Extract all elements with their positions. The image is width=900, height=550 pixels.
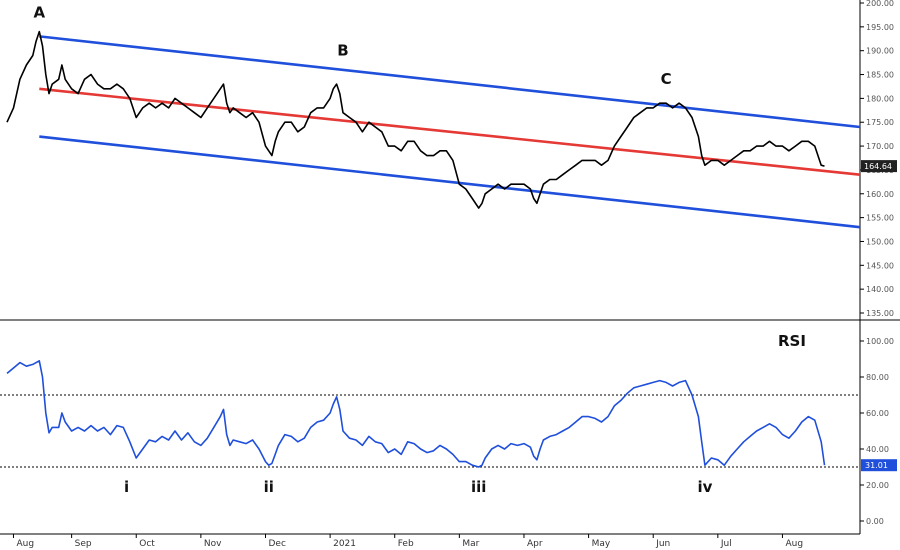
month-tick-label: Nov: [204, 539, 222, 549]
rsi-y-tick-label: 40.00: [866, 445, 889, 454]
price-y-tick-label: 190.00: [866, 47, 894, 56]
price-y-tick-label: 145.00: [866, 261, 894, 270]
price-y-tick-label: 200.00: [866, 0, 894, 8]
rsi-wave-label-ii: ii: [264, 478, 274, 496]
rsi-last-value-tag: [861, 459, 897, 472]
price-y-tick-label: 150.00: [866, 237, 894, 246]
rsi-y-tick-label: 60.00: [866, 409, 889, 418]
price-y-tick-label: 195.00: [866, 23, 894, 32]
wave-label-a: A: [34, 3, 46, 21]
month-tick-label: Aug: [16, 539, 34, 549]
month-tick-label: Mar: [462, 539, 479, 549]
rsi-last-value-label: 31.01: [865, 461, 888, 470]
rsi-y-tick-label: 100.00: [866, 337, 894, 346]
price-y-tick-label: 140.00: [866, 285, 894, 294]
rsi-panel-title: RSI: [778, 332, 806, 350]
price-y-tick-label: 160.00: [866, 190, 894, 199]
rsi-y-tick-label: 80.00: [866, 373, 889, 382]
rsi-wave-label-iii: iii: [471, 478, 486, 496]
rsi-wave-label-iv: iv: [697, 478, 712, 496]
price-y-tick-label: 135.00: [866, 309, 894, 318]
rsi-wave-label-i: i: [124, 478, 129, 496]
channel-lower-line: [39, 135, 861, 229]
price-y-tick-label: 155.00: [866, 214, 894, 223]
month-tick-label: Aug: [785, 539, 803, 549]
price-last-value-tag: [861, 160, 897, 173]
price-y-tick-label: 180.00: [866, 94, 894, 103]
channel-midline: [39, 87, 861, 176]
price-y-tick-label: 175.00: [866, 118, 894, 127]
month-tick-label: Dec: [268, 539, 285, 549]
price-y-tick-label: 170.00: [866, 142, 894, 151]
price-series-line: [6, 30, 825, 209]
rsi-y-tick-label: 20.00: [866, 481, 889, 490]
month-tick-label: Jun: [655, 539, 670, 549]
month-tick-label: May: [592, 539, 611, 549]
month-tick-label: Jul: [720, 539, 732, 549]
price-y-tick-label: 185.00: [866, 71, 894, 80]
month-tick-label: 2021: [333, 539, 356, 549]
month-tick-label: Oct: [139, 539, 155, 549]
channel-upper-line: [39, 35, 861, 129]
price-last-value-label: 164.64: [864, 162, 892, 171]
wave-label-b: B: [337, 41, 348, 59]
month-tick-label: Apr: [527, 539, 543, 549]
wave-label-c: C: [661, 70, 672, 88]
rsi-y-tick-label: 0.00: [866, 517, 884, 526]
month-tick-label: Feb: [398, 539, 414, 549]
rsi-series-line: [6, 359, 826, 468]
month-tick-label: Sep: [75, 539, 92, 549]
